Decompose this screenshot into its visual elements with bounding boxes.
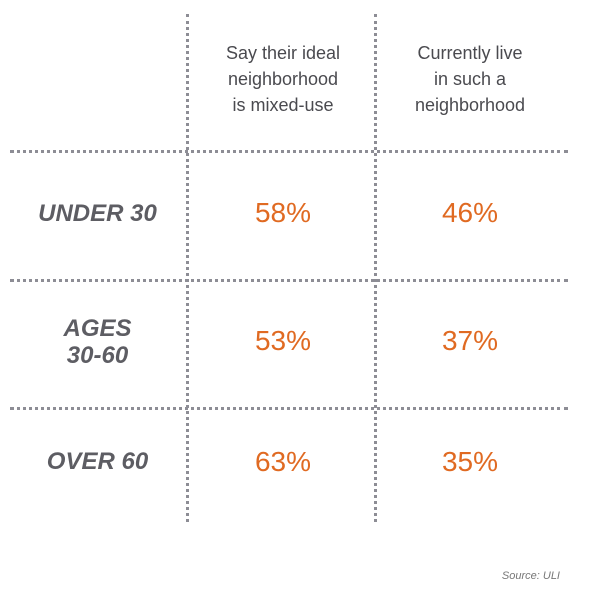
grid-divider-h1 — [10, 150, 568, 153]
row-label-ages-30-60: AGES 30-60 — [63, 315, 132, 369]
grid-divider-h2 — [10, 279, 568, 282]
row-label-under-30: UNDER 30 — [38, 200, 157, 227]
grid-divider-v1 — [186, 14, 189, 522]
cell-ages-30-60-ideal: 53% — [254, 325, 312, 356]
source-note: Source: ULI — [501, 570, 560, 582]
column-header-ideal: Say their ideal neighborhood is mixed-us… — [225, 43, 341, 115]
column-header-current: Currently live in such a neighborhood — [414, 43, 526, 115]
cell-over-60-ideal: 63% — [254, 446, 312, 477]
cell-under-30-current: 46% — [441, 197, 499, 228]
cell-under-30-ideal: 58% — [254, 197, 312, 228]
row-label-over-60: OVER 60 — [46, 448, 149, 475]
cell-over-60-current: 35% — [441, 446, 499, 477]
grid-divider-v2 — [374, 14, 377, 522]
cell-ages-30-60-current: 37% — [441, 325, 499, 356]
grid-divider-h3 — [10, 407, 568, 410]
